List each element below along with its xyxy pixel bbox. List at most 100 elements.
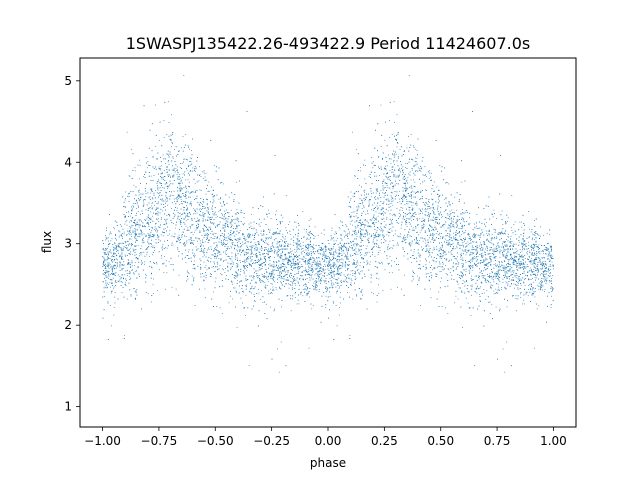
data-point (198, 219, 200, 221)
data-point (227, 225, 228, 227)
data-point (242, 233, 244, 234)
data-point (178, 255, 179, 257)
data-point (301, 275, 303, 276)
data-point (158, 251, 160, 253)
data-point (305, 286, 307, 287)
data-point (220, 258, 222, 260)
data-point (325, 249, 327, 250)
data-point (164, 170, 165, 172)
data-point (116, 266, 118, 267)
data-point (178, 240, 180, 241)
data-point (313, 257, 315, 259)
data-point (295, 255, 297, 257)
data-point (312, 257, 314, 259)
data-point (300, 266, 301, 268)
data-point (260, 230, 262, 232)
data-point (148, 207, 150, 209)
data-point (286, 270, 288, 272)
data-point (180, 189, 182, 191)
data-point (251, 279, 253, 281)
data-point (115, 244, 117, 246)
data-point (162, 187, 163, 189)
data-point (107, 284, 109, 286)
data-point (305, 231, 307, 233)
data-point (199, 242, 201, 244)
data-point (318, 245, 320, 246)
data-point (103, 249, 105, 251)
data-point (262, 281, 264, 283)
data-point (278, 286, 280, 288)
data-point (270, 306, 272, 308)
data-point (136, 202, 138, 204)
data-point (276, 251, 278, 253)
data-point (324, 281, 325, 283)
data-point (169, 138, 171, 140)
data-point (164, 180, 166, 182)
data-point (284, 265, 286, 267)
data-point (131, 243, 133, 244)
data-point (113, 227, 115, 228)
data-point (297, 259, 299, 261)
data-point (187, 276, 188, 277)
data-point (245, 294, 247, 296)
data-point (325, 257, 327, 259)
data-point (202, 214, 204, 215)
data-point (304, 289, 306, 290)
data-point (167, 185, 169, 187)
data-point (136, 203, 138, 205)
data-point (131, 262, 133, 264)
data-point (272, 242, 274, 243)
data-point (309, 288, 311, 289)
data-point (202, 256, 204, 258)
data-point (305, 270, 306, 271)
data-point (178, 176, 180, 178)
data-point (297, 223, 299, 224)
data-point (108, 273, 110, 275)
data-point (160, 198, 162, 200)
data-point (192, 252, 194, 254)
data-point (259, 265, 260, 266)
data-point (148, 225, 150, 227)
data-point (235, 218, 237, 220)
data-point (293, 258, 295, 260)
data-point (196, 220, 198, 222)
data-point (122, 274, 124, 276)
data-point (182, 173, 184, 175)
data-point (292, 289, 293, 291)
data-point (164, 176, 165, 177)
data-point (315, 287, 317, 288)
data-point (228, 256, 230, 257)
data-point (130, 220, 132, 222)
data-point (290, 310, 292, 312)
data-point (223, 259, 225, 261)
data-point (167, 174, 169, 176)
data-point (230, 209, 232, 211)
data-point (221, 213, 223, 214)
data-point (294, 267, 296, 269)
data-point (138, 224, 140, 226)
data-point (268, 275, 269, 277)
data-point (138, 273, 140, 275)
data-point (206, 226, 207, 228)
data-point (322, 248, 324, 250)
data-point (243, 212, 245, 214)
data-point (298, 240, 300, 242)
data-point (156, 181, 158, 182)
data-point (287, 224, 289, 225)
data-point (140, 248, 142, 250)
data-point (278, 277, 280, 278)
data-point (250, 234, 251, 236)
data-point (236, 224, 238, 226)
data-point (243, 254, 245, 256)
data-point (113, 307, 115, 308)
data-point (322, 243, 324, 245)
data-point (112, 267, 114, 268)
data-point (124, 207, 126, 209)
data-point (305, 261, 306, 263)
data-point (304, 260, 306, 262)
data-point (177, 248, 179, 250)
data-point (219, 238, 221, 240)
data-point (159, 192, 161, 194)
data-point (159, 182, 161, 184)
data-point (306, 246, 308, 248)
